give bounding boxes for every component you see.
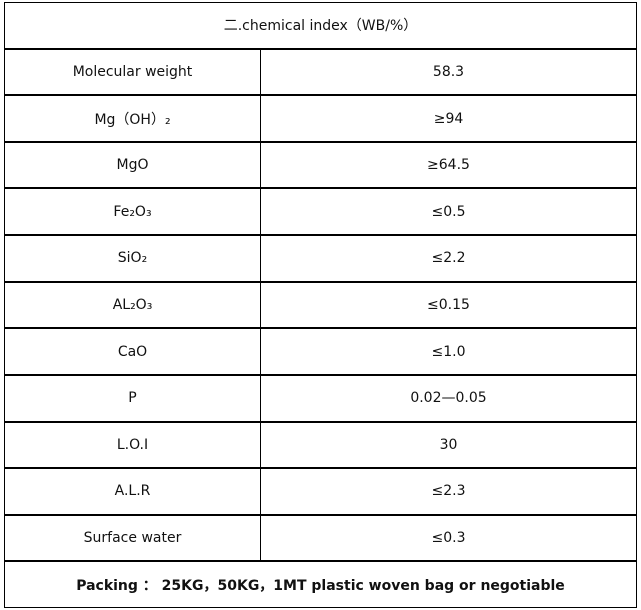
item-value: ≤2.3 — [431, 483, 466, 500]
table-row: L.O.I 30 — [4, 421, 637, 469]
table-row: Mg（OH）₂ ≥94 — [4, 95, 637, 142]
item-value: ≤0.5 — [431, 203, 466, 220]
item-name: P — [5, 375, 261, 421]
item-name: Molecular weight — [5, 49, 261, 95]
item-name: SiO₂ — [5, 236, 261, 281]
item-value: 58.3 — [432, 63, 465, 80]
item-name: MgO — [5, 142, 261, 188]
item-name: Surface water — [5, 515, 261, 561]
table-row: CaO ≤1.0 — [4, 328, 637, 375]
item-value: 30 — [439, 436, 458, 453]
item-value: ≥64.5 — [427, 157, 470, 174]
table-row: A.L.R ≤2.3 — [4, 468, 637, 515]
item-name: Fe₂O₃ — [5, 189, 261, 235]
table-row: Surface water ≤0.3 — [4, 514, 637, 562]
item-name: AL₂O₃ — [5, 282, 261, 328]
table-row: SiO₂ ≤2.2 — [4, 235, 637, 282]
item-name: L.O.I — [5, 422, 261, 468]
item-value: ≥94 — [433, 110, 464, 127]
item-value: ≤0.15 — [427, 296, 470, 313]
header-title: 二.chemical index（WB/%） — [223, 18, 418, 35]
footer-row: Packing ： 25KG，50KG，1MT plastic woven ba… — [4, 561, 637, 608]
item-value: ≤0.3 — [431, 530, 466, 547]
item-name: Mg（OH）₂ — [5, 96, 261, 141]
table-row: Molecular weight 58.3 — [4, 48, 637, 96]
item-name: A.L.R — [5, 469, 261, 514]
packing-text: Packing ： 25KG，50KG，1MT plastic woven ba… — [76, 577, 565, 594]
header-row: 二.chemical index（WB/%） — [4, 2, 637, 49]
table-row: P 0.02—0.05 — [4, 374, 637, 422]
item-value: ≤2.2 — [431, 250, 466, 267]
item-name: CaO — [5, 329, 261, 374]
item-value: ≤1.0 — [431, 343, 466, 360]
table-row: AL₂O₃ ≤0.15 — [4, 281, 637, 329]
item-value: 0.02—0.05 — [410, 390, 487, 407]
chemical-table: 二.chemical index（WB/%） Molecular weight 58… — [4, 2, 637, 608]
table-row: MgO ≥64.5 — [4, 141, 637, 189]
table-row: Fe₂O₃ ≤0.5 — [4, 188, 637, 236]
